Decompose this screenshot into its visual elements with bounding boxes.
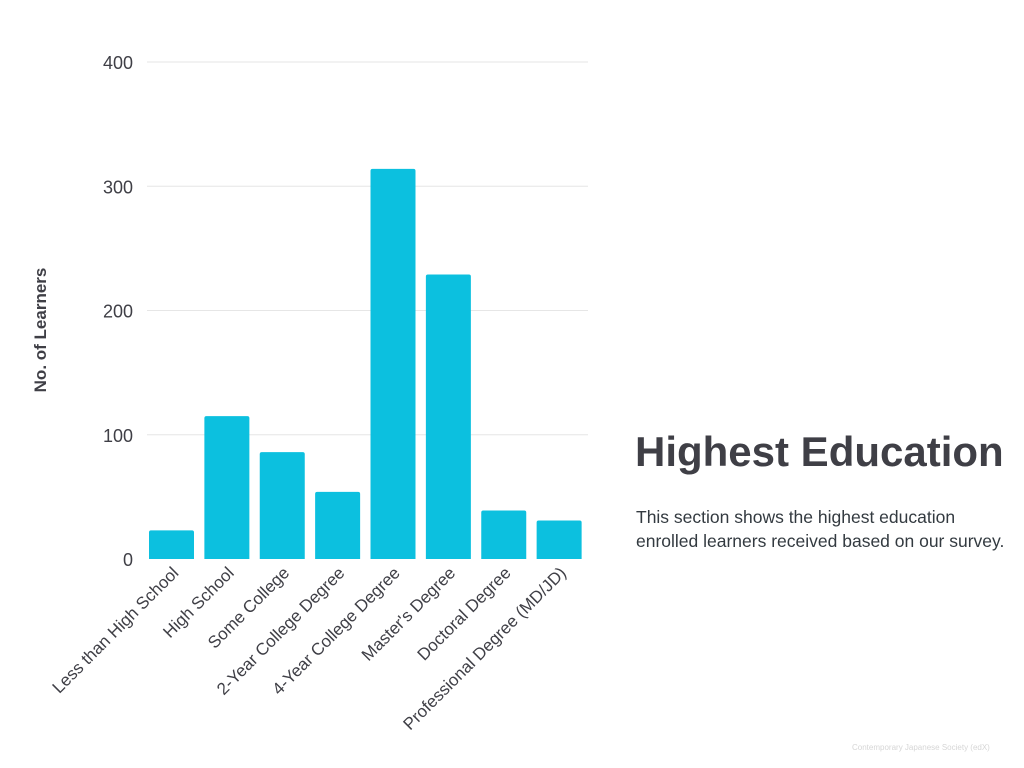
- y-tick-label: 300: [103, 177, 133, 197]
- bar: [425, 274, 471, 559]
- bars: [149, 168, 582, 560]
- section-title: Highest Education: [635, 428, 1004, 475]
- source-credit: Contemporary Japanese Society (edX): [852, 743, 990, 752]
- y-tick-label: 100: [103, 426, 133, 446]
- bar: [259, 452, 305, 559]
- x-tick-label: Master's Degree: [358, 563, 459, 664]
- bar: [370, 168, 416, 560]
- bar: [315, 491, 361, 559]
- bar: [204, 416, 250, 559]
- y-axis-label: No. of Learners: [31, 268, 50, 393]
- y-tick-label: 0: [123, 550, 133, 570]
- bar: [149, 530, 194, 559]
- section-description: This section shows the highest education…: [636, 507, 1005, 551]
- x-tick-label: Doctoral Degree: [414, 563, 515, 664]
- bar: [536, 520, 582, 559]
- y-tick-label: 200: [103, 302, 133, 322]
- y-tick-label: 400: [103, 53, 133, 73]
- y-axis-ticks: 0 100 200 300 400: [103, 53, 133, 570]
- gridlines: [147, 61, 588, 436]
- bar: [481, 510, 527, 559]
